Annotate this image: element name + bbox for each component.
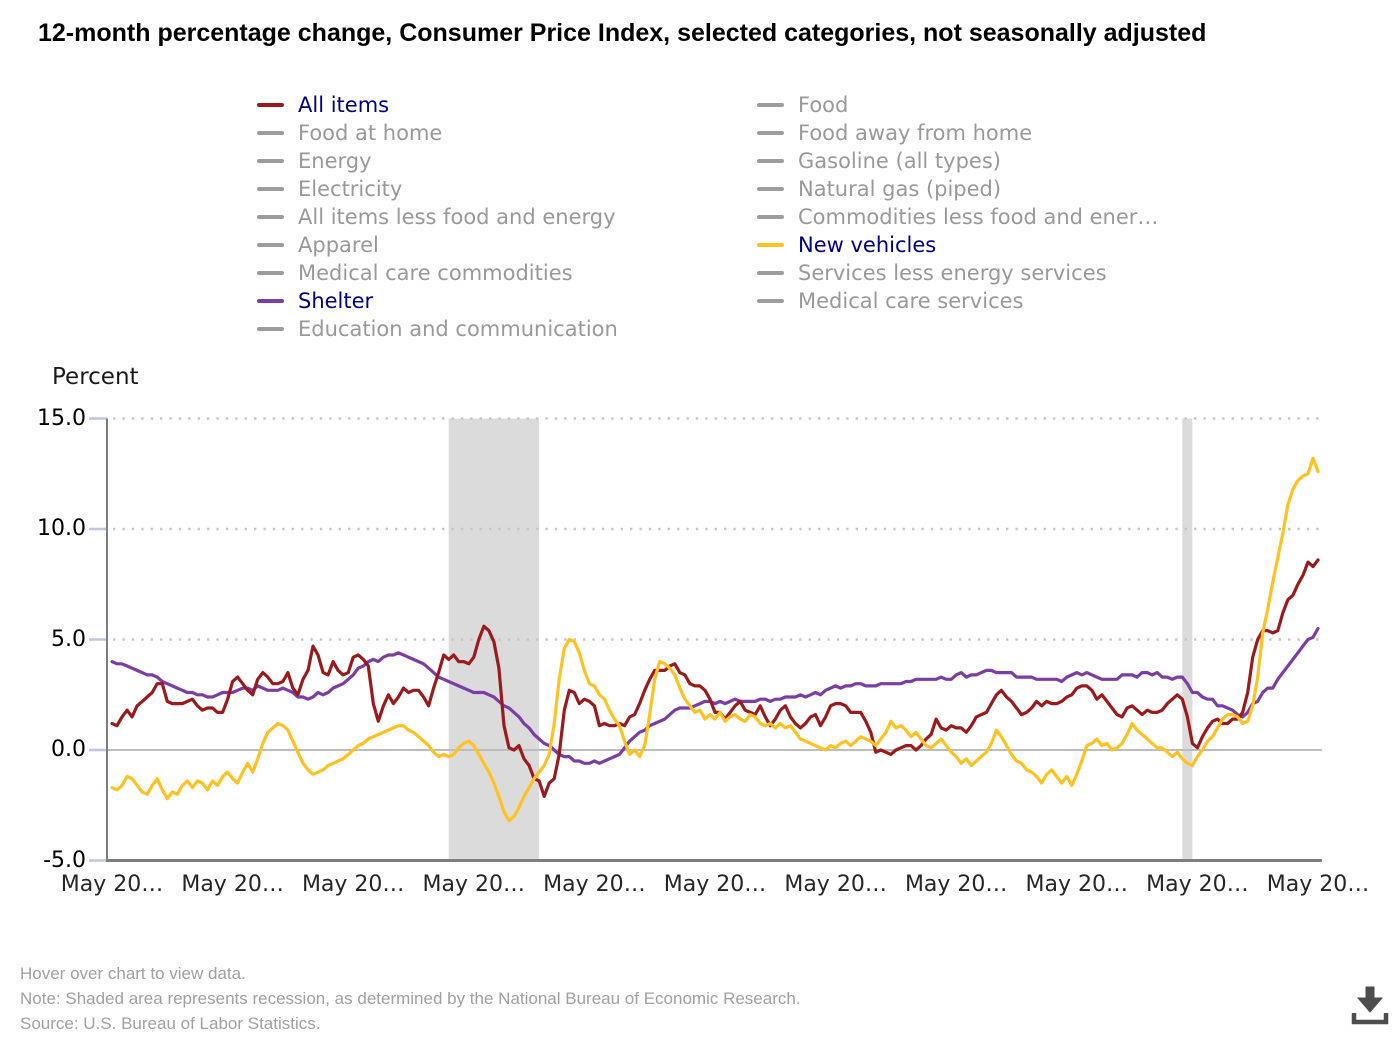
y-tick-label: 15.0 [37,405,86,431]
legend-item-label: Food at home [298,121,443,145]
recession-band [1182,418,1193,861]
hover-hint-text: Hover over chart to view data. [20,964,246,983]
legend-item-natural-gas-piped[interactable]: Natural gas (piped) [757,175,1158,203]
legend-item-energy[interactable]: Energy [257,147,618,175]
legend-item-label: Energy [298,149,372,173]
series-line-all-items[interactable] [110,558,1320,798]
legend-swatch-line-icon [257,299,284,303]
x-tick-label: May 20… [1266,872,1370,897]
legend-swatch-line-icon [757,103,784,107]
legend-item-food-away-from-home[interactable]: Food away from home [757,119,1158,147]
legend-item-label: New vehicles [798,233,937,257]
legend-column-right: Food Food away from home Gasoline (all typ… [757,91,1158,315]
legend-item-label: Food [798,93,849,117]
legend-item-services-less-energy-services[interactable]: Services less energy services [757,259,1158,287]
legend-swatch-line-icon [757,243,784,247]
legend-column-left: All items Food at home Energy Electricity Al… [257,91,618,343]
legend-item-label: Medical care services [798,289,1024,313]
x-tick-label: May 20… [663,872,767,897]
legend-item-label: Apparel [298,233,379,257]
legend-item-electricity[interactable]: Electricity [257,175,618,203]
legend-item-commodities-less-food-and-ener[interactable]: Commodities less food and ener… [757,203,1158,231]
legend-swatch-line-icon [257,271,284,275]
legend-item-apparel[interactable]: Apparel [257,231,618,259]
legend-swatch-line-icon [257,243,284,247]
download-icon [1351,986,1389,1025]
legend-item-label: All items less food and energy [298,205,616,229]
legend-swatch-line-icon [257,327,284,331]
chart-footer: Hover over chart to view data. Note: Sha… [20,961,801,1036]
x-tick-label: May 20… [904,872,1008,897]
page-title: 12-month percentage change, Consumer Pri… [38,19,1207,47]
legend-swatch-line-icon [757,131,784,135]
series-line-shelter[interactable] [110,626,1320,765]
legend-item-label: Shelter [298,289,374,313]
legend-item-all-items-less-food-and-energy[interactable]: All items less food and energy [257,203,618,231]
legend-swatch-line-icon [757,159,784,163]
x-tick-label: May 20… [784,872,887,897]
y-tick-label: 5.0 [51,626,86,652]
legend-swatch-line-icon [257,159,284,163]
x-tick-label: May 20… [543,872,646,897]
legend-swatch-line-icon [257,131,284,135]
legend-item-new-vehicles[interactable]: New vehicles [757,231,1158,259]
x-tick-label: May 20… [301,872,405,897]
legend-item-label: Medical care commodities [298,261,573,285]
legend-item-medical-care-commodities[interactable]: Medical care commodities [257,259,618,287]
legend-item-label: Gasoline (all types) [798,149,1001,173]
legend-item-shelter[interactable]: Shelter [257,287,618,315]
legend-item-label: Food away from home [798,121,1033,145]
legend-item-food-at-home[interactable]: Food at home [257,119,618,147]
legend-item-label: Electricity [298,177,403,201]
legend-item-all-items[interactable]: All items [257,91,618,119]
series-line-new-vehicles[interactable] [110,456,1320,823]
x-tick-label: May 20… [1146,872,1249,897]
y-tick-label: 10.0 [37,516,86,541]
legend-item-label: Services less energy services [798,261,1107,285]
legend-item-food[interactable]: Food [757,91,1158,119]
legend-swatch-line-icon [757,271,784,275]
legend-swatch-line-icon [257,215,284,219]
legend-item-label: All items [298,93,390,117]
y-tick-label: 0.0 [51,737,86,762]
x-tick-label: May 20… [1025,872,1129,897]
legend-swatch-line-icon [757,299,784,303]
y-tick-label: -5.0 [43,847,86,873]
legend-swatch-line-icon [757,187,784,191]
legend-item-label: Natural gas (piped) [798,177,1002,201]
x-tick-label: May 20… [181,872,284,897]
legend-item-label: Commodities less food and ener… [798,205,1159,229]
legend-item-education-and-communication[interactable]: Education and communication [257,315,618,343]
legend-item-gasoline-all-types[interactable]: Gasoline (all types) [757,147,1158,175]
source-text: Source: U.S. Bureau of Labor Statistics. [20,1014,321,1033]
x-tick-label: May 20… [422,872,526,897]
legend-item-medical-care-services[interactable]: Medical care services [757,287,1158,315]
legend-swatch-line-icon [257,187,284,191]
y-axis-title: Percent [52,364,139,390]
download-button[interactable] [1346,984,1394,1032]
legend-swatch-line-icon [757,215,784,219]
legend-swatch-line-icon [257,103,284,107]
legend-item-label: Education and communication [298,317,618,341]
recession-note-text: Note: Shaded area represents recession, … [20,989,801,1008]
x-tick-label: May 20… [60,872,164,897]
